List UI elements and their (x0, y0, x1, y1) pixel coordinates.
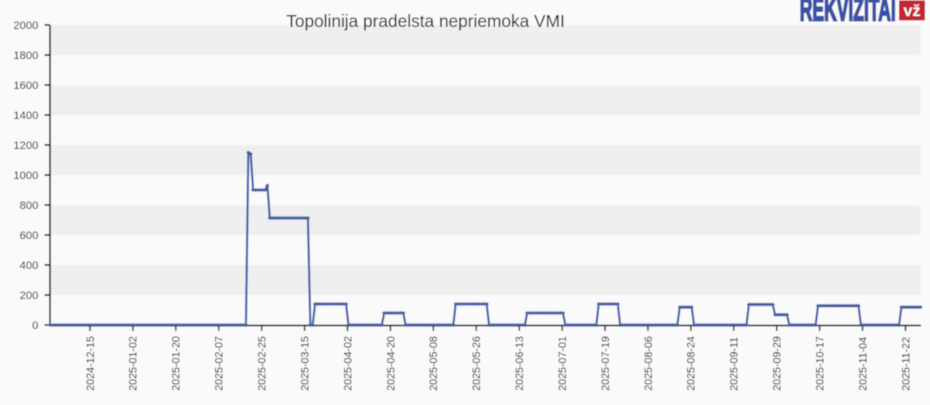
svg-text:1400: 1400 (13, 110, 38, 122)
svg-text:2025-02-07: 2025-02-07 (214, 336, 226, 391)
svg-text:2025-04-02: 2025-04-02 (342, 336, 354, 391)
svg-text:400: 400 (20, 260, 39, 272)
svg-text:2025-08-24: 2025-08-24 (686, 336, 698, 391)
svg-text:2025-03-15: 2025-03-15 (299, 336, 311, 391)
svg-text:REKVIZITAI: REKVIZITAI (800, 0, 896, 28)
svg-text:2025-07-19: 2025-07-19 (600, 336, 612, 391)
svg-text:2024-12-15: 2024-12-15 (85, 336, 97, 391)
svg-text:2025-02-25: 2025-02-25 (256, 336, 268, 391)
svg-text:1200: 1200 (13, 140, 38, 152)
svg-text:vž: vž (904, 3, 921, 20)
svg-text:200: 200 (20, 290, 39, 302)
svg-text:0: 0 (32, 320, 38, 332)
svg-text:1600: 1600 (13, 80, 38, 92)
svg-text:2025-01-20: 2025-01-20 (171, 336, 183, 391)
svg-text:2025-11-04: 2025-11-04 (857, 337, 869, 391)
svg-text:Topolinija pradelsta nepriemok: Topolinija pradelsta nepriemoka VMI (286, 11, 565, 31)
svg-text:600: 600 (20, 230, 39, 242)
svg-text:2025-08-06: 2025-08-06 (643, 336, 655, 391)
svg-text:2025-06-13: 2025-06-13 (514, 336, 526, 391)
svg-text:2025-04-20: 2025-04-20 (385, 336, 397, 391)
svg-text:2025-11-22: 2025-11-22 (900, 337, 912, 391)
svg-text:2025-09-29: 2025-09-29 (772, 336, 784, 391)
svg-text:2025-01-02: 2025-01-02 (128, 336, 140, 391)
svg-text:2025-10-17: 2025-10-17 (814, 336, 826, 391)
svg-text:1000: 1000 (13, 170, 38, 182)
svg-text:2025-05-08: 2025-05-08 (428, 336, 440, 391)
svg-text:1800: 1800 (13, 50, 38, 62)
svg-text:800: 800 (20, 200, 39, 212)
svg-text:2025-07-01: 2025-07-01 (557, 336, 569, 391)
svg-text:2000: 2000 (13, 20, 38, 32)
svg-text:2025-09-11: 2025-09-11 (729, 337, 741, 391)
svg-text:2025-05-26: 2025-05-26 (471, 336, 483, 391)
